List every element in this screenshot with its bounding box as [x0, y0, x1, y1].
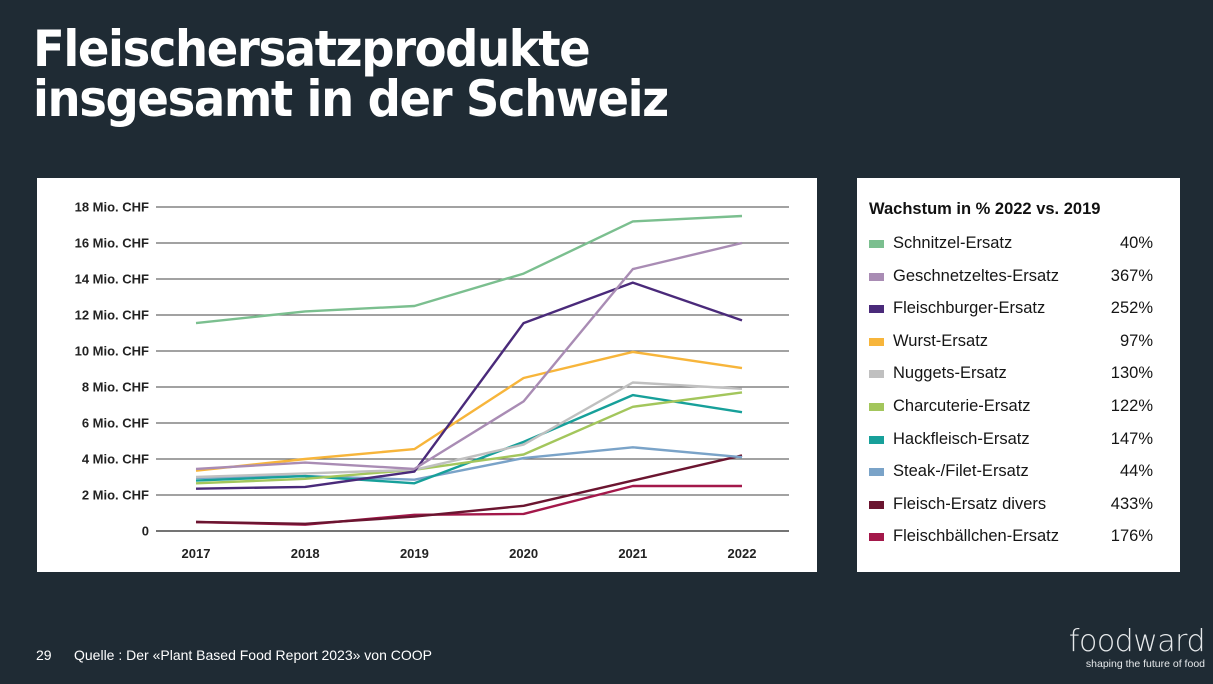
series-line-schnitzel-ersatz [195, 214, 743, 325]
logo-wordmark: foodward [1068, 624, 1206, 659]
legend-item: Steak-/Filet-Ersatz 44% [869, 462, 1169, 484]
y-tick-label: 4 Mio. CHF [82, 452, 149, 467]
legend-growth-value: 122% [1110, 397, 1153, 415]
series-lines [195, 214, 743, 526]
y-tick-label: 8 Mio. CHF [82, 380, 149, 395]
source-citation: Quelle : Der «Plant Based Food Report 20… [74, 647, 432, 663]
y-tick-label: 16 Mio. CHF [75, 236, 149, 251]
legend-swatch [869, 370, 884, 379]
series-line-geschnetzeltes-ersatz [195, 241, 743, 471]
legend-item: Nuggets-Ersatz 130% [869, 364, 1169, 386]
legend-swatch [869, 240, 884, 248]
legend-item: Hackfleisch-Ersatz 147% [869, 430, 1169, 452]
x-tick-label: 2018 [291, 546, 320, 561]
foodward-logo: foodward shaping the future of food [1068, 624, 1206, 671]
legend-swatch [869, 305, 884, 314]
y-tick-label: 18 Mio. CHF [75, 200, 149, 215]
slide-title-line-1: Fleischersatzprodukte [33, 20, 591, 78]
y-tick-label: 14 Mio. CHF [75, 272, 149, 287]
legend-growth-value: 40% [1119, 234, 1153, 252]
x-axis-tick-labels: 2017 2018 2019 2020 2021 2022 [182, 546, 757, 561]
legend-growth-value: 44% [1119, 462, 1153, 481]
legend-swatch [869, 435, 884, 444]
series-line-fleischbällchen-ersatz [195, 484, 742, 526]
legend-item: Schnitzel-Ersatz 40% [869, 234, 1169, 256]
legend-swatch [869, 403, 884, 411]
x-tick-label: 2020 [509, 546, 538, 561]
legend-label: Hackfleisch-Ersatz [893, 429, 1030, 448]
legend-label: Geschnetzeltes-Ersatz [893, 266, 1059, 285]
legend-swatch [869, 468, 884, 477]
legend-item: Wurst-Ersatz 97% [869, 332, 1169, 354]
legend-label: Wurst-Ersatz [893, 331, 989, 350]
series-line-charcuterie-ersatz [195, 391, 743, 485]
logo-tagline: shaping the future of food [1085, 658, 1205, 670]
x-tick-label: 2019 [400, 546, 429, 561]
line-chart-panel: 0 2 Mio. CHF 4 Mio. CHF 6 Mio. CHF 8 Mio. CH… [37, 178, 817, 572]
legend-label: Steak-/Filet-Ersatz [893, 462, 1029, 481]
legend-growth-value: 147% [1110, 429, 1153, 448]
legend-item: Geschnetzeltes-Ersatz 367% [869, 267, 1169, 289]
legend-label: Schnitzel-Ersatz [893, 234, 1013, 252]
legend-growth-value: 97% [1119, 331, 1153, 350]
legend-panel: Wachstum in % 2022 vs. 2019 Schnitzel-Er… [857, 178, 1180, 572]
x-tick-label: 2022 [728, 546, 757, 561]
legend-label: Nuggets-Ersatz [893, 364, 1007, 383]
legend-label: Fleischbällchen-Ersatz [893, 527, 1059, 546]
slide-title-line-2: insgesamt in der Schweiz [33, 70, 669, 128]
legend-label: Fleischburger-Ersatz [893, 299, 1046, 318]
page-number: 29 [36, 647, 52, 663]
y-tick-label: 12 Mio. CHF [75, 308, 149, 323]
series-line-fleisch-ersatz-divers [195, 454, 743, 525]
line-chart: 0 2 Mio. CHF 4 Mio. CHF 6 Mio. CHF 8 Mio. CH… [75, 200, 789, 561]
legend-growth-value: 252% [1110, 299, 1153, 318]
y-tick-label: 6 Mio. CHF [82, 416, 149, 431]
legend-item: Fleischbällchen-Ersatz 176% [869, 527, 1169, 549]
series-line-wurst-ersatz [195, 350, 743, 472]
legend-swatch [869, 272, 884, 281]
legend-swatch [869, 500, 884, 509]
y-axis-tick-labels: 0 2 Mio. CHF 4 Mio. CHF 6 Mio. CHF 8 Mio. CH… [75, 200, 149, 539]
legend-label: Charcuterie-Ersatz [893, 397, 1031, 415]
legend-growth-value: 367% [1110, 266, 1153, 285]
series-line-fleischburger-ersatz [195, 281, 743, 490]
slide-title: Fleischersatzprodukte insgesamt in der S… [33, 20, 669, 128]
x-tick-label: 2017 [182, 546, 211, 561]
legend-item: Fleisch-Ersatz divers 433% [869, 495, 1169, 517]
legend-swatch [869, 533, 884, 542]
legend-item: Charcuterie-Ersatz 122% [869, 397, 1169, 419]
y-tick-label: 2 Mio. CHF [82, 488, 149, 503]
legend-swatch [869, 337, 884, 346]
y-tick-label: 10 Mio. CHF [75, 344, 149, 359]
series-line-nuggets-ersatz [195, 381, 743, 479]
legend-label: Fleisch-Ersatz divers [893, 494, 1047, 513]
legend-growth-value: 130% [1110, 364, 1153, 383]
legend-growth-value: 176% [1110, 527, 1153, 546]
x-tick-label: 2021 [618, 546, 647, 561]
legend-growth-value: 433% [1110, 494, 1153, 513]
legend-title: Wachstum in % 2022 vs. 2019 [869, 200, 1101, 218]
y-tick-label: 0 [142, 524, 149, 539]
legend-item: Fleischburger-Ersatz 252% [869, 299, 1169, 321]
